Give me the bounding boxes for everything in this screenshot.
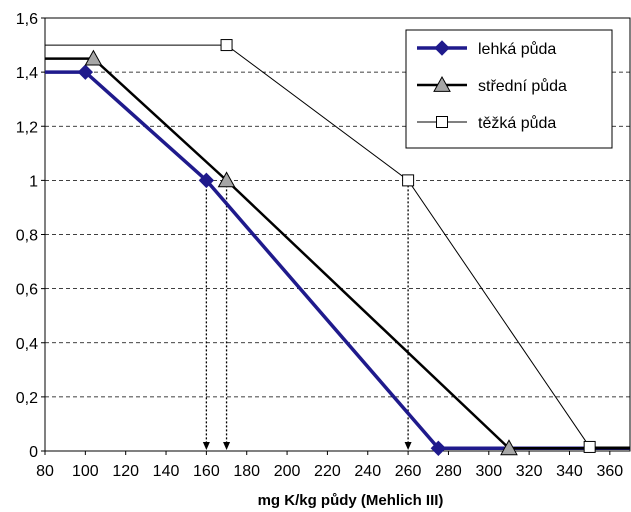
y-tick-label: 1,2 — [16, 119, 38, 136]
reference-arrow-head — [404, 442, 412, 450]
legend: lehká půda střední půda těžká půda — [405, 29, 613, 149]
data-point — [583, 440, 596, 453]
legend-marker — [434, 40, 450, 56]
y-tick-label: 0,8 — [16, 228, 38, 245]
legend-marker — [436, 116, 448, 128]
reference-arrow-head — [202, 442, 210, 450]
data-point — [77, 64, 94, 80]
legend-label: těžká půda — [478, 114, 556, 132]
x-axis-ticks: 80 100 120 140 160 180 200 220 240 260 280 300 320 34… — [36, 451, 623, 480]
x-tick-label: 180 — [233, 463, 260, 480]
y-tick-label: 1,6 — [16, 11, 38, 28]
y-tick-label: 0,4 — [16, 336, 38, 353]
y-tick-label: 0,2 — [16, 390, 38, 407]
data-point — [217, 171, 236, 188]
x-tick-label: 240 — [354, 463, 381, 480]
x-tick-label: 140 — [153, 463, 180, 480]
y-tick-label: 1,4 — [16, 65, 38, 82]
y-tick-label: 0,6 — [16, 282, 38, 299]
legend-label: lehká půda — [478, 40, 556, 58]
x-tick-label: 120 — [112, 463, 139, 480]
x-tick-label: 200 — [274, 463, 301, 480]
data-point — [500, 439, 518, 456]
data-point — [220, 39, 233, 52]
legend-label: střední půda — [478, 77, 567, 95]
x-tick-label: 80 — [36, 463, 54, 480]
reference-arrows — [202, 185, 412, 450]
y-axis-ticks: 0 0,2 0,4 0,6 0,8 1 1,2 1,4 1,6 — [16, 11, 45, 461]
y-tick-label: 0 — [29, 444, 38, 461]
data-point — [402, 174, 415, 187]
x-tick-label: 260 — [395, 463, 422, 480]
x-tick-label: 280 — [435, 463, 462, 480]
x-tick-label: 340 — [556, 463, 583, 480]
legend-marker — [433, 75, 451, 92]
reference-arrow-head — [223, 442, 231, 450]
x-tick-label: 160 — [193, 463, 220, 480]
x-tick-label: 320 — [516, 463, 543, 480]
x-tick-label: 300 — [475, 463, 502, 480]
x-tick-label: 100 — [72, 463, 99, 480]
series-group — [45, 39, 630, 457]
data-point — [84, 49, 103, 66]
x-tick-label: 360 — [596, 463, 623, 480]
x-tick-label: 220 — [314, 463, 341, 480]
x-axis-label: mg K/kg půdy (Mehlich III) — [258, 492, 444, 509]
y-tick-label: 1 — [29, 173, 38, 190]
data-point — [198, 172, 215, 189]
data-point — [430, 440, 447, 457]
